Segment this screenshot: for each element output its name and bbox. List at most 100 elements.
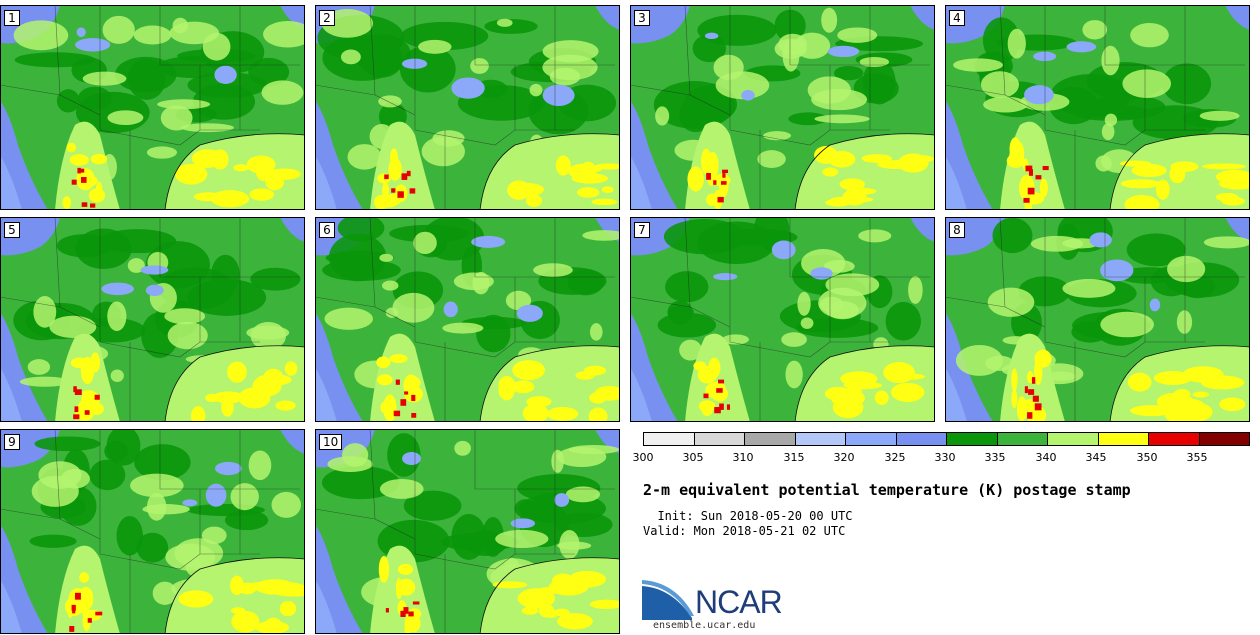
gulf-coastline xyxy=(479,345,620,422)
light-green-patch xyxy=(722,334,749,345)
stamp-map-9[interactable]: 9 xyxy=(0,429,305,634)
red-spot xyxy=(726,404,731,410)
light-green-patch xyxy=(568,445,620,455)
yellow-patch xyxy=(1219,397,1246,412)
yellow-patch xyxy=(840,371,878,387)
dark-green-patch xyxy=(862,59,896,105)
light-green-patch xyxy=(470,58,489,74)
stamp-number: 5 xyxy=(4,222,20,238)
figure-title: 2-m equivalent potential temperature (K)… xyxy=(643,481,1131,499)
light-green-patch xyxy=(713,54,744,81)
yellow-patch xyxy=(70,357,90,369)
dark-green-patch xyxy=(514,499,536,518)
northeast-cold-region xyxy=(910,5,935,30)
red-spot xyxy=(718,379,725,384)
state-boundaries xyxy=(630,5,930,210)
stamp-map-3[interactable]: 3 xyxy=(630,5,935,210)
light-green-patch xyxy=(246,325,290,340)
yellow-patch xyxy=(693,361,707,371)
yellow-patch xyxy=(894,373,925,380)
stamp-map-4[interactable]: 4 xyxy=(945,5,1250,210)
state-border xyxy=(999,217,1006,308)
map-frame xyxy=(630,5,935,210)
stamp-map-2[interactable]: 2 xyxy=(315,5,620,210)
gulf-coastline xyxy=(794,133,935,210)
yellow-patch xyxy=(397,578,416,596)
stamp-map-7[interactable]: 7 xyxy=(630,217,935,422)
stamp-map-5[interactable]: 5 xyxy=(0,217,305,422)
light-green-patch xyxy=(152,581,177,605)
light-green-patch xyxy=(107,301,127,331)
stamp-map-1[interactable]: 1 xyxy=(0,5,305,210)
gulf-coastline xyxy=(794,345,935,422)
light-green-patch xyxy=(551,449,564,473)
light-green-patch xyxy=(271,491,301,518)
yellow-patch xyxy=(191,149,224,168)
yellow-patch xyxy=(1011,389,1018,409)
light-green-patch xyxy=(421,136,465,167)
light-green-patch xyxy=(821,7,838,33)
dark-green-patch xyxy=(192,83,256,120)
yellow-patch xyxy=(190,406,206,422)
red-spot xyxy=(1034,403,1042,411)
light-green-patch xyxy=(261,80,304,105)
state-border xyxy=(54,429,61,520)
red-spot xyxy=(412,601,420,605)
lake xyxy=(471,235,506,248)
yellow-patch xyxy=(839,178,865,191)
dark-green-patch xyxy=(665,271,709,303)
stamp-svg xyxy=(630,217,935,422)
dark-green-patch xyxy=(136,532,169,563)
state-border xyxy=(159,429,300,490)
gulf-coastline xyxy=(1109,133,1250,210)
light-green-patch xyxy=(60,468,90,489)
light-green-patch xyxy=(953,58,1003,72)
lake xyxy=(75,38,111,52)
stamp-svg xyxy=(945,217,1250,422)
yellow-patch xyxy=(263,368,284,385)
red-spot xyxy=(77,167,81,174)
lake xyxy=(771,240,796,260)
yellow-patch xyxy=(687,166,704,192)
yellow-patch xyxy=(265,172,285,191)
yellow-patch xyxy=(1026,371,1034,384)
light-green-patch xyxy=(347,144,382,170)
state-border xyxy=(474,5,615,66)
red-spot xyxy=(703,393,709,399)
state-boundaries xyxy=(945,217,1245,422)
light-green-patch xyxy=(908,276,923,304)
state-boundaries xyxy=(315,217,615,422)
red-spot xyxy=(401,611,406,617)
light-green-patch xyxy=(453,272,494,291)
light-green-patch xyxy=(146,146,177,159)
red-spot xyxy=(720,181,727,185)
map-frame xyxy=(315,217,620,422)
colorbar-swatch xyxy=(1098,433,1149,445)
dark-green-patch xyxy=(89,459,126,491)
yellow-patch xyxy=(521,606,539,615)
stamp-number: 2 xyxy=(319,10,335,26)
yellow-patch xyxy=(404,376,421,390)
lake xyxy=(205,483,227,507)
red-spot xyxy=(69,626,75,632)
colorbar-swatch xyxy=(644,433,695,445)
lake xyxy=(215,461,242,476)
state-border xyxy=(999,5,1006,96)
lake xyxy=(402,451,421,466)
yellow-patch xyxy=(284,361,298,376)
yellow-patch xyxy=(705,383,722,398)
yellow-patch xyxy=(846,187,877,195)
stamp-map-8[interactable]: 8 xyxy=(945,217,1250,422)
stamp-map-10[interactable]: 10 xyxy=(315,429,620,634)
state-border xyxy=(474,429,615,490)
colorbar-tick: 320 xyxy=(833,451,855,464)
stamp-map-6[interactable]: 6 xyxy=(315,217,620,422)
light-green-patch xyxy=(983,96,1028,113)
light-green-patch xyxy=(169,21,220,45)
red-spot xyxy=(1023,197,1030,203)
colorbar-tick: 335 xyxy=(984,451,1006,464)
map-frame xyxy=(945,5,1250,210)
light-green-patch xyxy=(797,291,811,316)
lake xyxy=(1089,232,1112,248)
yellow-patch xyxy=(1119,160,1151,167)
